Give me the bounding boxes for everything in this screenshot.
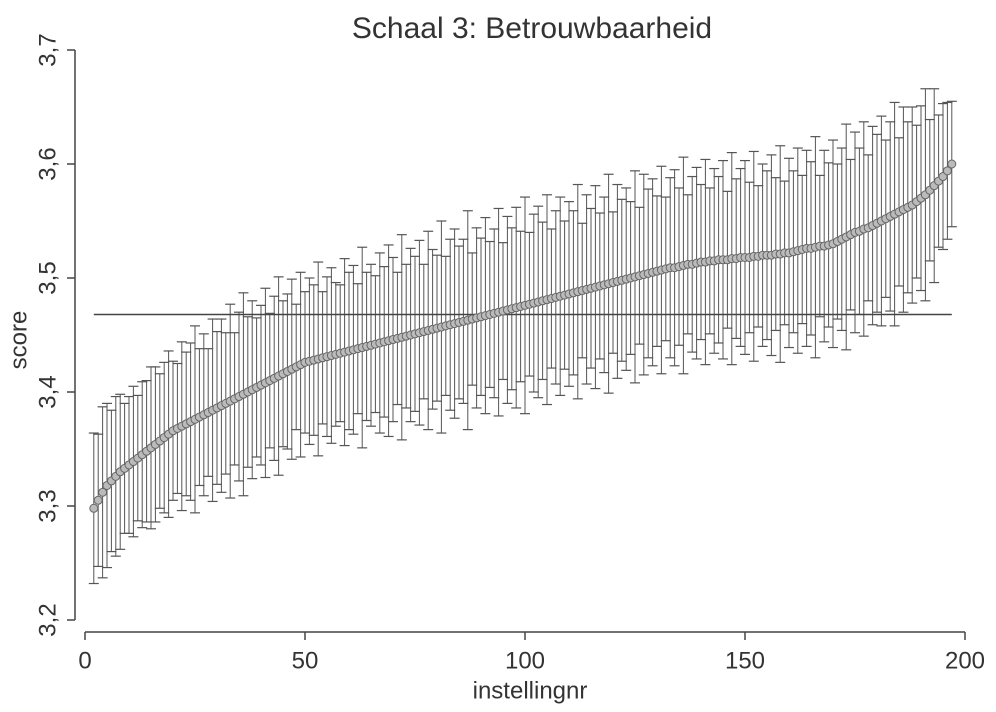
x-tick-label: 150 [725, 647, 765, 674]
x-tick-label: 0 [78, 647, 91, 674]
y-tick-label: 3,6 [34, 147, 61, 180]
y-axis-title: score [5, 311, 32, 370]
point [89, 503, 99, 513]
x-tick-label: 200 [945, 647, 985, 674]
y-tick-label: 3,2 [34, 603, 61, 636]
point [98, 487, 108, 497]
y-tick-label: 3,3 [34, 489, 61, 522]
y-tick-label: 3,4 [34, 375, 61, 408]
y-tick-label: 3,5 [34, 261, 61, 294]
x-tick-label: 50 [292, 647, 319, 674]
point [93, 495, 103, 505]
y-tick-label: 3,7 [34, 33, 61, 66]
point [947, 159, 957, 169]
point [942, 166, 952, 176]
chart-title: Schaal 3: Betrouwbaarheid [352, 12, 712, 45]
x-tick-label: 100 [505, 647, 545, 674]
x-axis-title: instellingnr [473, 677, 588, 704]
